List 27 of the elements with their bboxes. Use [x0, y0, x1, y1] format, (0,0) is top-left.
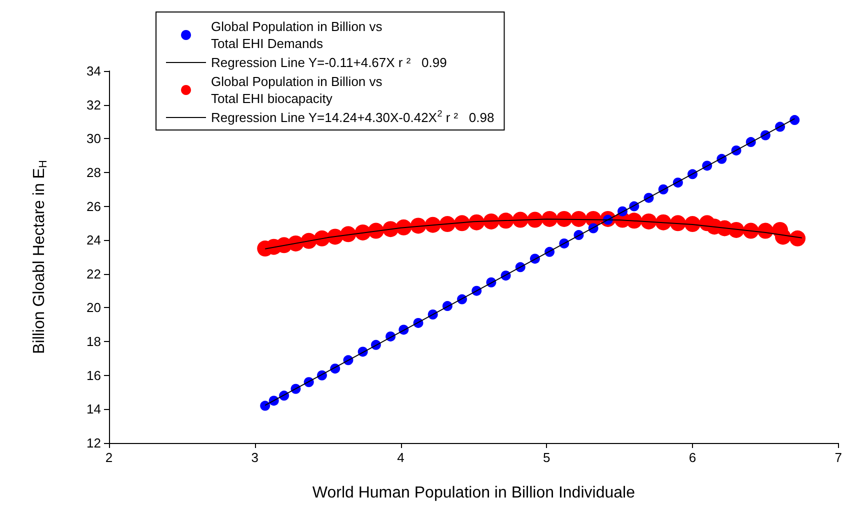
- y-tick-label: 26: [86, 198, 101, 214]
- y-tick-label: 30: [86, 131, 101, 146]
- point: [396, 219, 412, 236]
- y-tick-label: 20: [86, 300, 101, 316]
- y-tick-label: 24: [86, 232, 101, 248]
- x-tick-label: 4: [397, 450, 404, 465]
- legend-label: Global Population in Billion vs Total EHI biocapacity: [211, 74, 383, 106]
- point: [790, 230, 806, 246]
- x-tick-label: 6: [688, 450, 696, 465]
- point: [260, 400, 270, 411]
- y-tick-label: 32: [86, 97, 101, 112]
- legend-label: Global Population in Billion vs Total EHI Demands: [211, 19, 383, 51]
- y-tick-label: 14: [86, 402, 101, 417]
- legend-label: Regression Line Y=-0.11+4.67X r ² 0.99: [211, 55, 447, 70]
- x-tick-label: 5: [543, 450, 550, 465]
- y-tick-label: 12: [86, 436, 101, 450]
- y-tick-label: 34: [86, 64, 101, 78]
- y-tick-label: 22: [86, 266, 101, 282]
- x-tick-label: 3: [251, 450, 258, 465]
- point: [790, 115, 800, 126]
- x-tick-label: 7: [834, 450, 842, 465]
- y-tick-label: 18: [86, 334, 101, 350]
- y-axis-title: Billion Gloabl Hectare in EH: [31, 160, 50, 354]
- y-tick-label: 28: [86, 164, 101, 180]
- x-tick-label: 2: [105, 450, 113, 465]
- y-tick-label: 16: [86, 368, 101, 383]
- x-axis-title: World Human Population in Billion Individuale: [312, 484, 636, 502]
